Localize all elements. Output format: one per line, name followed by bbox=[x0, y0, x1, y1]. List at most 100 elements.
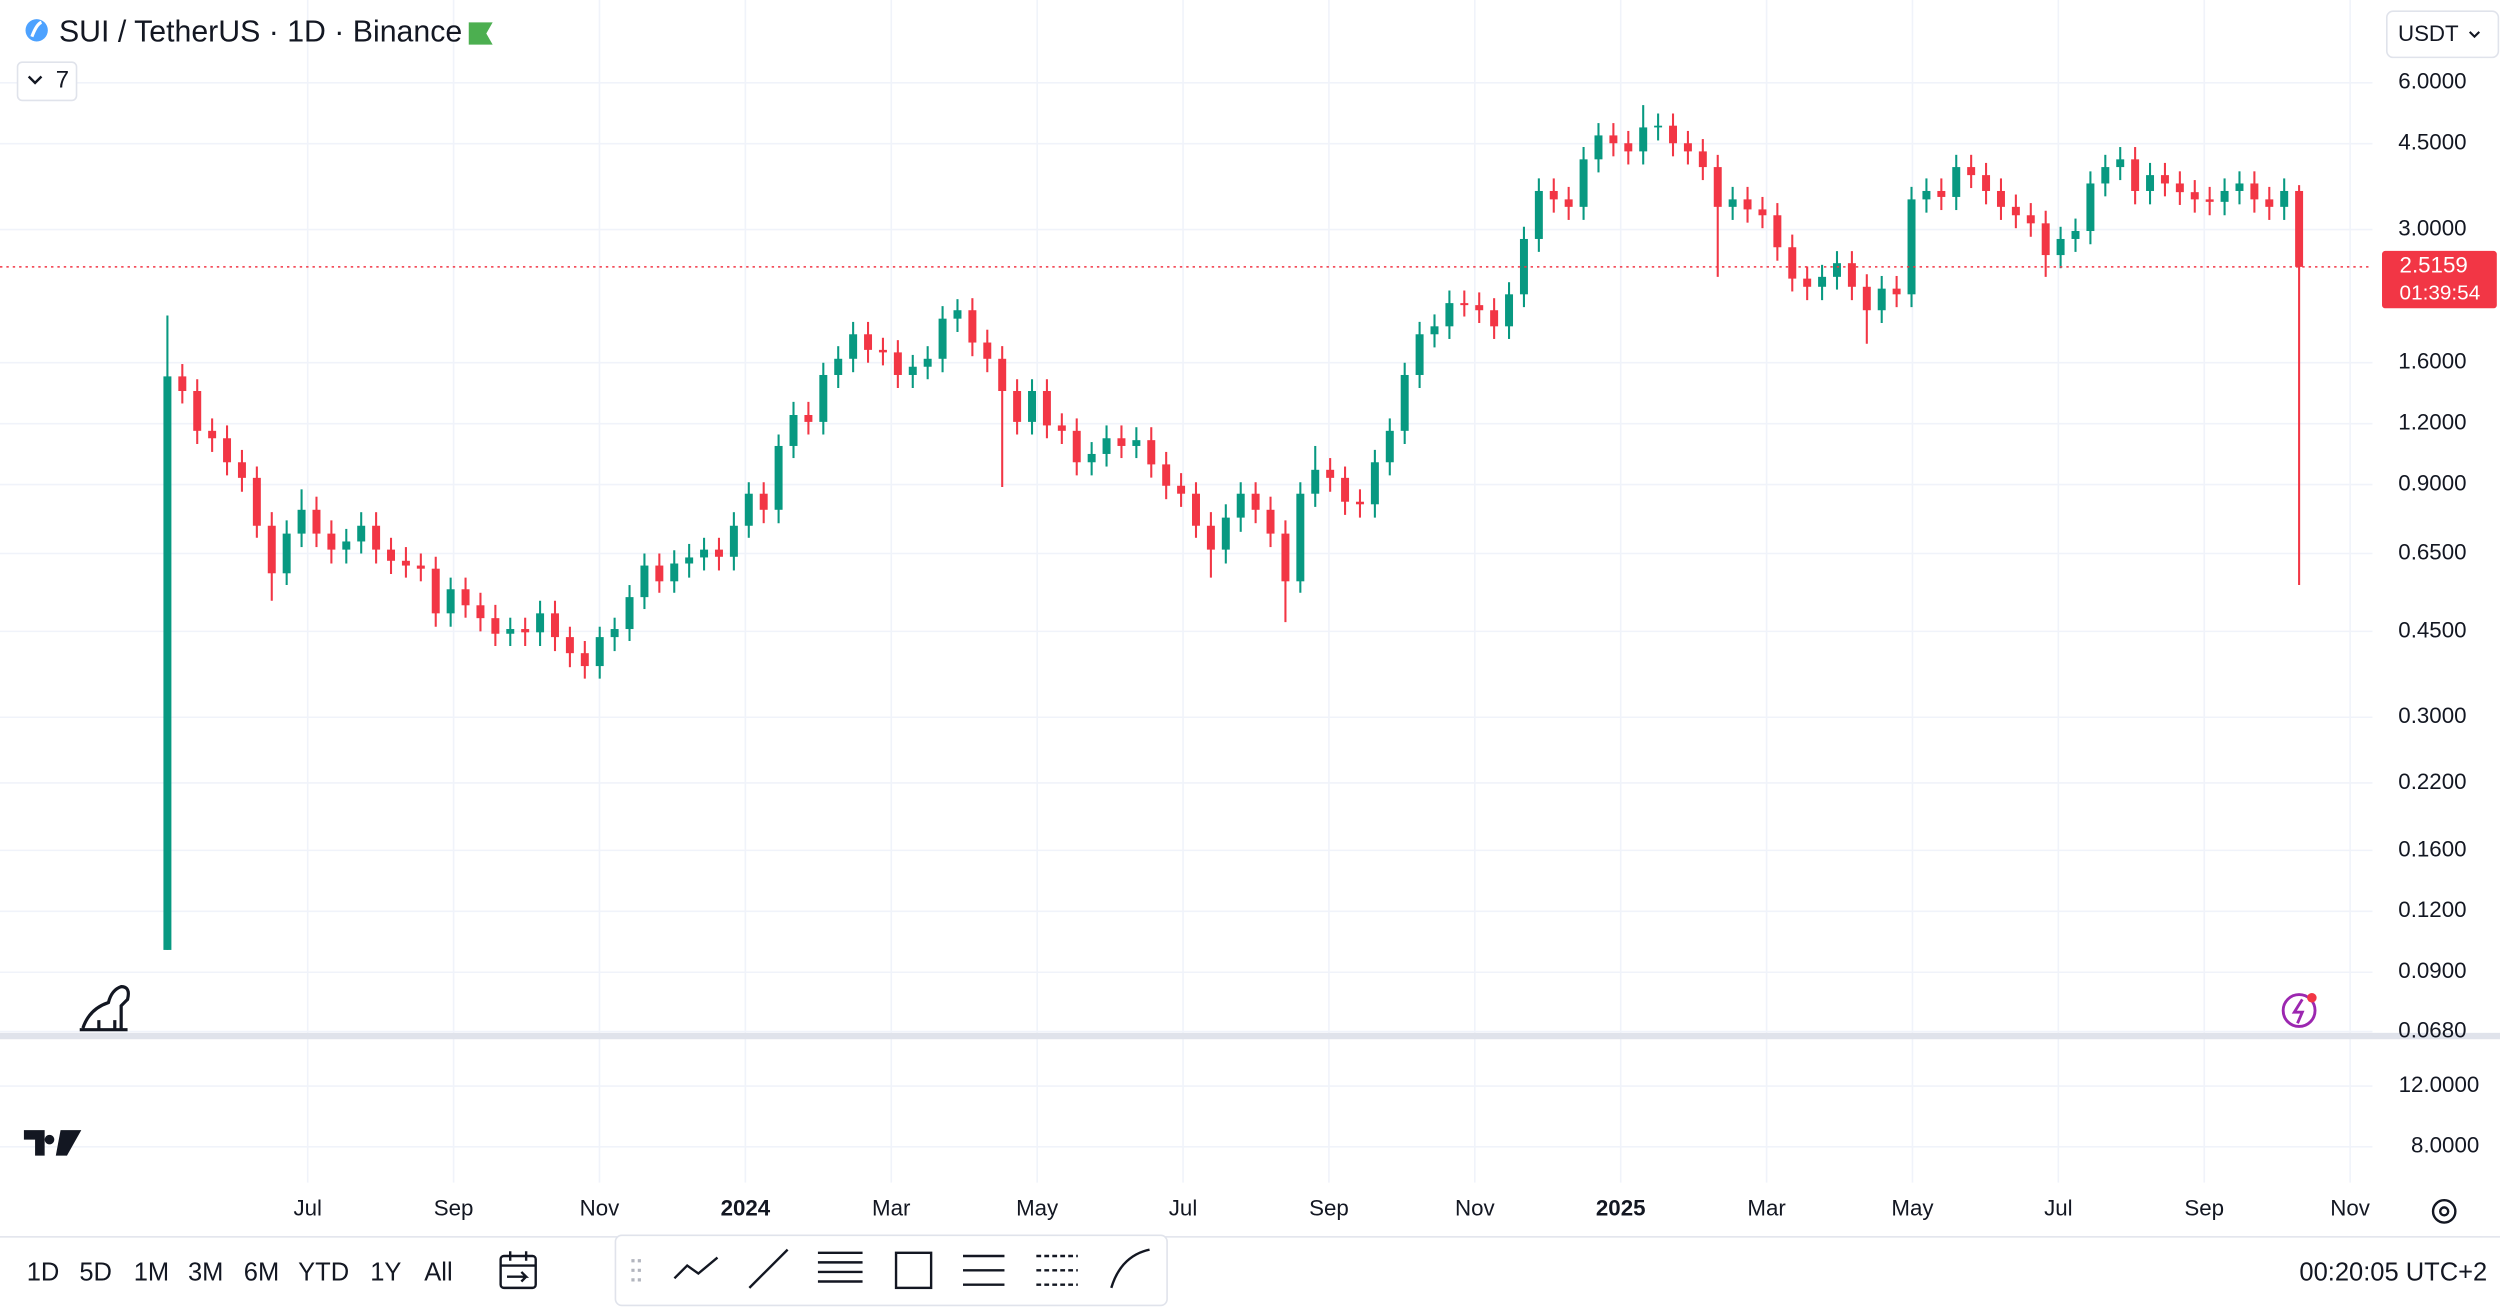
candle-body bbox=[1013, 391, 1022, 422]
candle-body bbox=[1370, 462, 1379, 505]
candle-body bbox=[1847, 263, 1856, 287]
settings-icon[interactable] bbox=[2431, 1199, 2457, 1224]
range-button[interactable]: 1D bbox=[27, 1258, 60, 1286]
y-tick-label: 12.0000 bbox=[2399, 1072, 2480, 1097]
drawing-toolbar bbox=[614, 1234, 1168, 1307]
y-tick-label: 0.2200 bbox=[2398, 769, 2466, 794]
candle-body bbox=[2026, 215, 2035, 224]
candle-body bbox=[2041, 223, 2050, 256]
clock[interactable]: 00:20:05 UTC+2 bbox=[2299, 1258, 2487, 1286]
logo-mark bbox=[30, 20, 43, 38]
symbol-header[interactable]: SUI / TetherUS · 1D · Binance bbox=[25, 15, 493, 48]
x-tick-label: May bbox=[1016, 1196, 1059, 1221]
y-tick-label: 0.0680 bbox=[2398, 1017, 2466, 1042]
goto-date[interactable] bbox=[499, 1251, 537, 1290]
candle-body bbox=[267, 525, 276, 574]
calendar-detail bbox=[500, 1251, 536, 1283]
dino-icon[interactable] bbox=[79, 985, 130, 1032]
candle-body bbox=[2071, 231, 2080, 239]
candle-body bbox=[372, 525, 381, 550]
candle-body bbox=[580, 653, 589, 667]
candle-body bbox=[2056, 238, 2065, 256]
candle-body bbox=[1862, 286, 1871, 311]
candle-body bbox=[1549, 190, 1558, 200]
candle-body bbox=[893, 352, 902, 375]
range-button[interactable]: YTD bbox=[298, 1258, 349, 1286]
candle-body bbox=[1206, 525, 1215, 550]
candle-body bbox=[1192, 493, 1200, 526]
range-button[interactable]: 3M bbox=[188, 1258, 223, 1286]
candle-body bbox=[1564, 199, 1573, 207]
candle-body bbox=[2101, 167, 2110, 184]
candle-body bbox=[178, 376, 187, 392]
pane-separator bbox=[0, 1032, 2500, 1040]
candle-body bbox=[1982, 175, 1991, 191]
range-buttons: 1D 5D 1M 3M 6M YTD 1Y All bbox=[27, 1258, 453, 1286]
candle-body bbox=[1713, 167, 1722, 207]
toolbar-box bbox=[614, 1234, 1168, 1307]
rect-tool[interactable] bbox=[894, 1251, 933, 1290]
candle-body bbox=[1355, 501, 1364, 505]
currency-select[interactable]: USDT bbox=[2386, 10, 2500, 59]
candle-body bbox=[521, 629, 530, 633]
projection-tool[interactable] bbox=[1036, 1254, 1078, 1286]
candle-body bbox=[1087, 453, 1096, 463]
candle-body bbox=[1311, 469, 1320, 494]
candle-body bbox=[431, 568, 440, 614]
candle-body bbox=[1803, 278, 1812, 287]
candle-body bbox=[1683, 143, 1692, 152]
y-tick-label: 6.0000 bbox=[2398, 69, 2466, 94]
y-tick-label: 8.0000 bbox=[2411, 1133, 2479, 1158]
candle-body bbox=[1221, 517, 1230, 550]
lightning-icon[interactable] bbox=[2281, 993, 2317, 1028]
bar-countdown: 01:39:54 bbox=[2400, 281, 2481, 304]
candle-body bbox=[1057, 425, 1066, 431]
trend-tool[interactable] bbox=[673, 1256, 719, 1280]
range-button[interactable]: 5D bbox=[79, 1258, 112, 1286]
indicator-toggle[interactable]: 7 bbox=[16, 61, 78, 102]
candle-body bbox=[416, 565, 425, 569]
fib-tool[interactable] bbox=[817, 1251, 863, 1283]
x-tick-label: Mar bbox=[1747, 1196, 1786, 1221]
candle-body bbox=[193, 391, 202, 431]
currency-box bbox=[2386, 10, 2500, 59]
range-button[interactable]: 1Y bbox=[370, 1258, 401, 1286]
candle-body bbox=[2011, 206, 2020, 216]
candle-body bbox=[1430, 326, 1439, 335]
range-button[interactable]: 6M bbox=[244, 1258, 279, 1286]
y-tick-label: 1.2000 bbox=[2398, 410, 2466, 435]
candle-body bbox=[1505, 294, 1514, 327]
candle-body bbox=[506, 629, 515, 634]
candle-body bbox=[1519, 238, 1528, 295]
candle-body bbox=[1490, 310, 1499, 327]
x-tick-label: Nov bbox=[1455, 1196, 1496, 1221]
candle-body bbox=[2116, 159, 2125, 168]
candle-body bbox=[2220, 190, 2229, 202]
y-tick-label: 3.0000 bbox=[2398, 215, 2466, 240]
candle-body bbox=[1132, 440, 1141, 446]
candle-body bbox=[2205, 199, 2214, 202]
candle-body bbox=[819, 374, 828, 422]
y-tick-label: 0.1200 bbox=[2398, 897, 2466, 922]
candle-body bbox=[237, 462, 246, 478]
candle-body bbox=[1624, 143, 1633, 152]
range-tool[interactable] bbox=[963, 1254, 1005, 1286]
candle-body bbox=[565, 637, 574, 654]
candle-body bbox=[1818, 276, 1827, 287]
symbol-logo bbox=[25, 19, 48, 42]
candle-body bbox=[640, 565, 649, 598]
candle-body bbox=[700, 549, 709, 558]
y-tick-label: 0.0900 bbox=[2398, 958, 2466, 983]
candle-body bbox=[1177, 485, 1186, 494]
candle-body bbox=[1117, 438, 1126, 446]
x-tick-label: Sep bbox=[2184, 1196, 2224, 1221]
candle-body bbox=[1579, 159, 1588, 207]
line-tool[interactable] bbox=[748, 1248, 789, 1289]
candle-body bbox=[1534, 190, 1543, 239]
range-button[interactable]: All bbox=[424, 1258, 452, 1286]
candle-body bbox=[804, 415, 813, 422]
tradingview-logo[interactable] bbox=[23, 1130, 82, 1156]
range-button[interactable]: 1M bbox=[134, 1258, 169, 1286]
curve-tool[interactable] bbox=[1110, 1248, 1150, 1289]
